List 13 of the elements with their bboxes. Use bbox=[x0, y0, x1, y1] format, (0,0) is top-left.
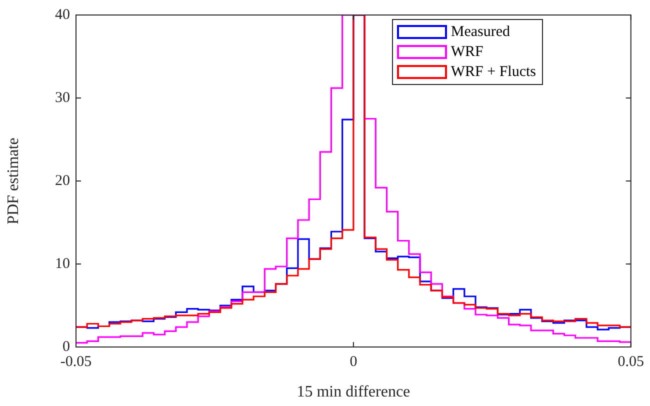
legend-label: WRF + Flucts bbox=[450, 63, 536, 82]
y-tick-label: 0 bbox=[62, 338, 70, 355]
y-tick-label: 20 bbox=[55, 172, 70, 189]
legend-label: WRF bbox=[450, 43, 484, 62]
x-tick-label: -0.05 bbox=[60, 354, 92, 370]
y-tick-label: 30 bbox=[55, 90, 70, 106]
x-axis-title: 15 min difference bbox=[296, 384, 410, 401]
y-axis-title: PDF estimate bbox=[4, 138, 22, 224]
y-tick-label: 10 bbox=[55, 256, 70, 272]
x-tick-label: 0 bbox=[350, 354, 358, 370]
x-tick-label: 0.05 bbox=[618, 354, 644, 370]
legend-label: Measured bbox=[450, 23, 510, 42]
y-tick-label: 40 bbox=[55, 6, 70, 23]
